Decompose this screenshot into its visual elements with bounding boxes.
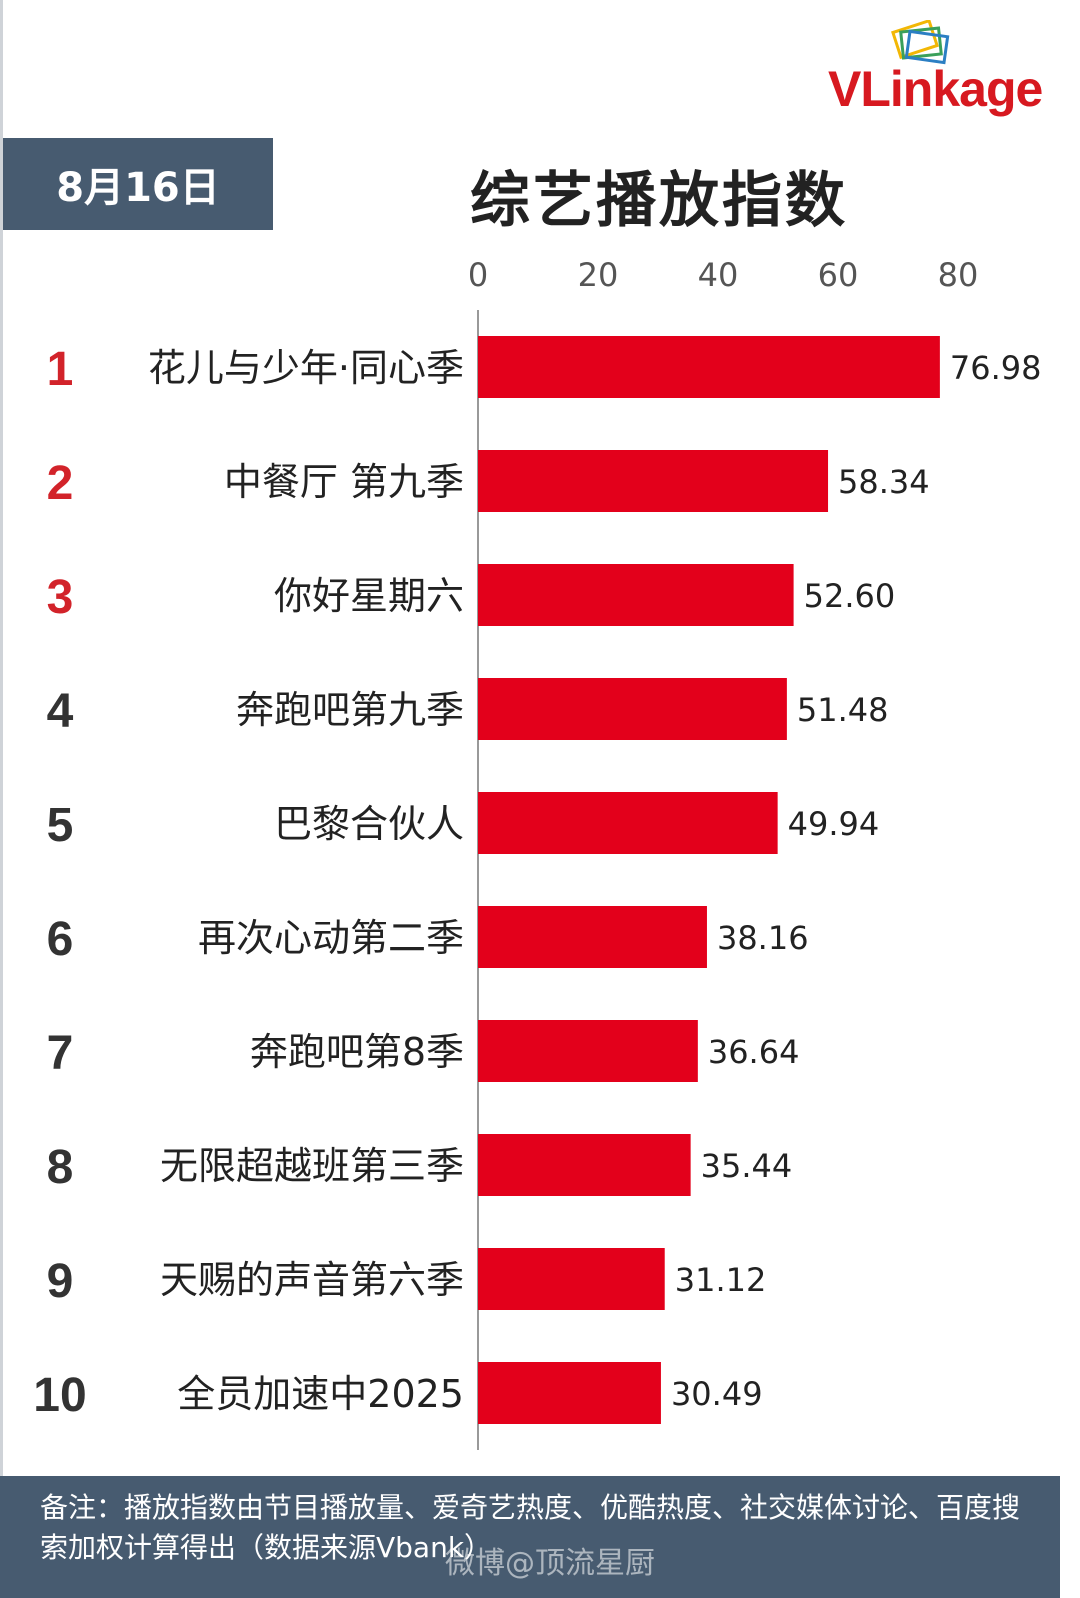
- bar: [478, 336, 940, 398]
- bar: [478, 564, 794, 626]
- value-label: 38.16: [717, 919, 809, 957]
- logo-text: VLinkage: [828, 61, 1043, 117]
- rank-label: 2: [47, 457, 74, 510]
- category-label: 巴黎合伙人: [274, 802, 464, 846]
- bar: [478, 1362, 661, 1424]
- bar: [478, 792, 778, 854]
- category-label: 花儿与少年·同心季: [148, 346, 464, 390]
- value-label: 35.44: [701, 1147, 793, 1185]
- value-label: 49.94: [788, 805, 880, 843]
- value-label: 76.98: [950, 349, 1042, 387]
- x-tick-label: 80: [938, 256, 979, 294]
- x-tick-label: 40: [698, 256, 739, 294]
- category-label: 无限超越班第三季: [160, 1144, 464, 1188]
- date-label: 8月16日: [3, 138, 273, 230]
- category-label: 再次心动第二季: [198, 916, 464, 960]
- bar: [478, 1020, 698, 1082]
- rank-label: 1: [47, 343, 74, 396]
- category-label: 你好星期六: [274, 574, 464, 618]
- bar: [478, 1248, 665, 1310]
- footnote-text: 备注：播放指数由节目播放量、爱奇艺热度、优酷热度、社交媒体讨论、百度搜索加权计算…: [40, 1491, 1021, 1564]
- rank-label: 4: [47, 685, 74, 738]
- x-tick-label: 0: [468, 256, 488, 294]
- bar: [478, 678, 787, 740]
- bar-chart: 0 20 40 60 80 76.98 花儿与少年·同心季 1 58.34 中餐厅 第九季 2 52.…: [33, 256, 1042, 1450]
- value-label: 31.12: [675, 1261, 767, 1299]
- chart-title: 综艺播放指数: [470, 166, 848, 236]
- rank-label: 3: [47, 571, 74, 624]
- value-label: 30.49: [671, 1375, 763, 1413]
- watermark: 微博@顶流星厨: [445, 1546, 655, 1581]
- x-tick-label: 20: [578, 256, 619, 294]
- rank-label: 7: [47, 1027, 74, 1080]
- value-label: 51.48: [797, 691, 889, 729]
- rank-label: 5: [47, 799, 74, 852]
- category-label: 奔跑吧第九季: [236, 688, 464, 732]
- category-label: 奔跑吧第8季: [250, 1030, 464, 1074]
- bar: [478, 906, 707, 968]
- vlinkage-logo: VLinkage: [828, 20, 1058, 120]
- bar: [478, 450, 829, 512]
- rank-label: 9: [47, 1255, 74, 1308]
- logo-cards-icon: [891, 20, 950, 65]
- value-label: 58.34: [838, 463, 930, 501]
- rank-label: 6: [47, 913, 74, 966]
- rank-label: 10: [33, 1369, 86, 1422]
- bar: [478, 1134, 691, 1196]
- value-label: 36.64: [708, 1033, 800, 1071]
- footnote: 备注：播放指数由节目播放量、爱奇艺热度、优酷热度、社交媒体讨论、百度搜索加权计算…: [0, 1476, 1060, 1598]
- rank-label: 8: [47, 1141, 74, 1194]
- value-label: 52.60: [804, 577, 896, 615]
- category-label: 天赐的声音第六季: [160, 1258, 464, 1302]
- category-label: 中餐厅 第九季: [224, 460, 464, 504]
- x-tick-label: 60: [818, 256, 859, 294]
- category-label: 全员加速中2025: [177, 1372, 464, 1416]
